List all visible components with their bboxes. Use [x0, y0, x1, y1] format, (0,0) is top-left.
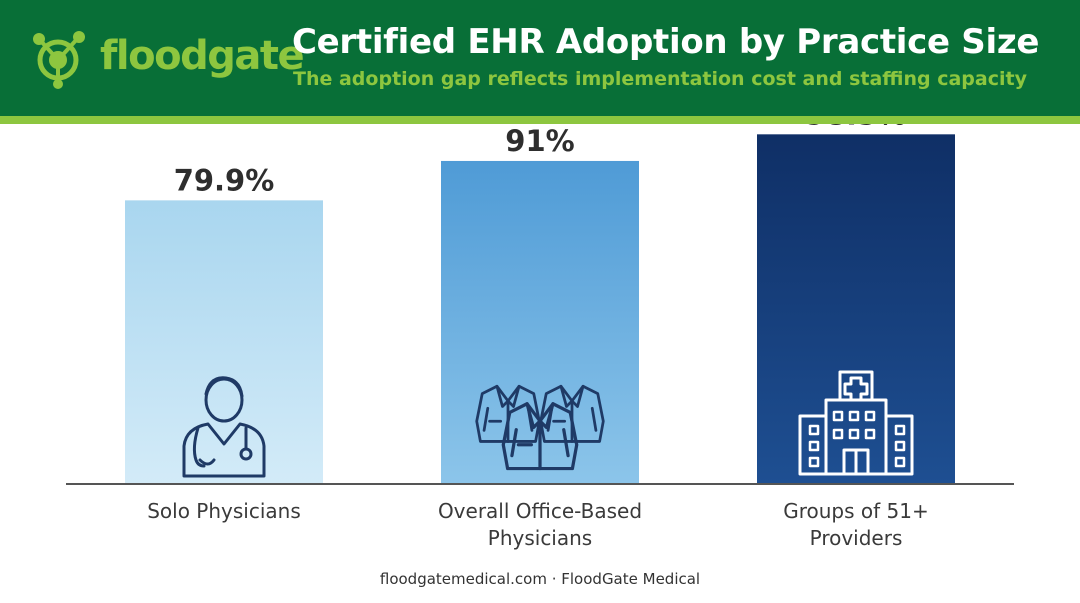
- hospital-building-icon: [798, 370, 914, 476]
- header-accent-stripe: [0, 116, 1080, 124]
- floodgate-logo-icon: [33, 31, 85, 89]
- page-subtitle: The adoption gap reflects implementation…: [293, 68, 1027, 90]
- category-label-0-line-0: Solo Physicians: [147, 499, 301, 523]
- bar-2: [757, 134, 955, 484]
- header-banner: floodgate Certified EHR Adoption by Prac…: [0, 0, 1080, 116]
- bar-chart: 79.9% Solo Physicians 91% Overall Office-Ba…: [66, 124, 1014, 550]
- lab-coats-icon: [475, 384, 605, 471]
- physician-icon: [182, 376, 266, 478]
- footer-credit: floodgatemedical.com · FloodGate Medical: [379, 570, 701, 588]
- category-label-2-line-1: Providers: [810, 526, 903, 550]
- logo-wordmark: floodgate: [100, 33, 305, 79]
- data-label-0: 79.9%: [174, 163, 275, 197]
- page-title: Certified EHR Adoption by Practice Size: [292, 22, 1040, 62]
- category-label-2-line-0: Groups of 51+: [783, 499, 929, 523]
- bar-0: [125, 200, 323, 485]
- data-label-2: 98.5%: [806, 124, 907, 131]
- data-label-1: 91%: [505, 124, 574, 158]
- category-label-1-line-0: Overall Office-Based: [438, 499, 642, 523]
- floodgate-logo: floodgate: [28, 24, 305, 94]
- category-label-1-line-1: Physicians: [488, 526, 592, 550]
